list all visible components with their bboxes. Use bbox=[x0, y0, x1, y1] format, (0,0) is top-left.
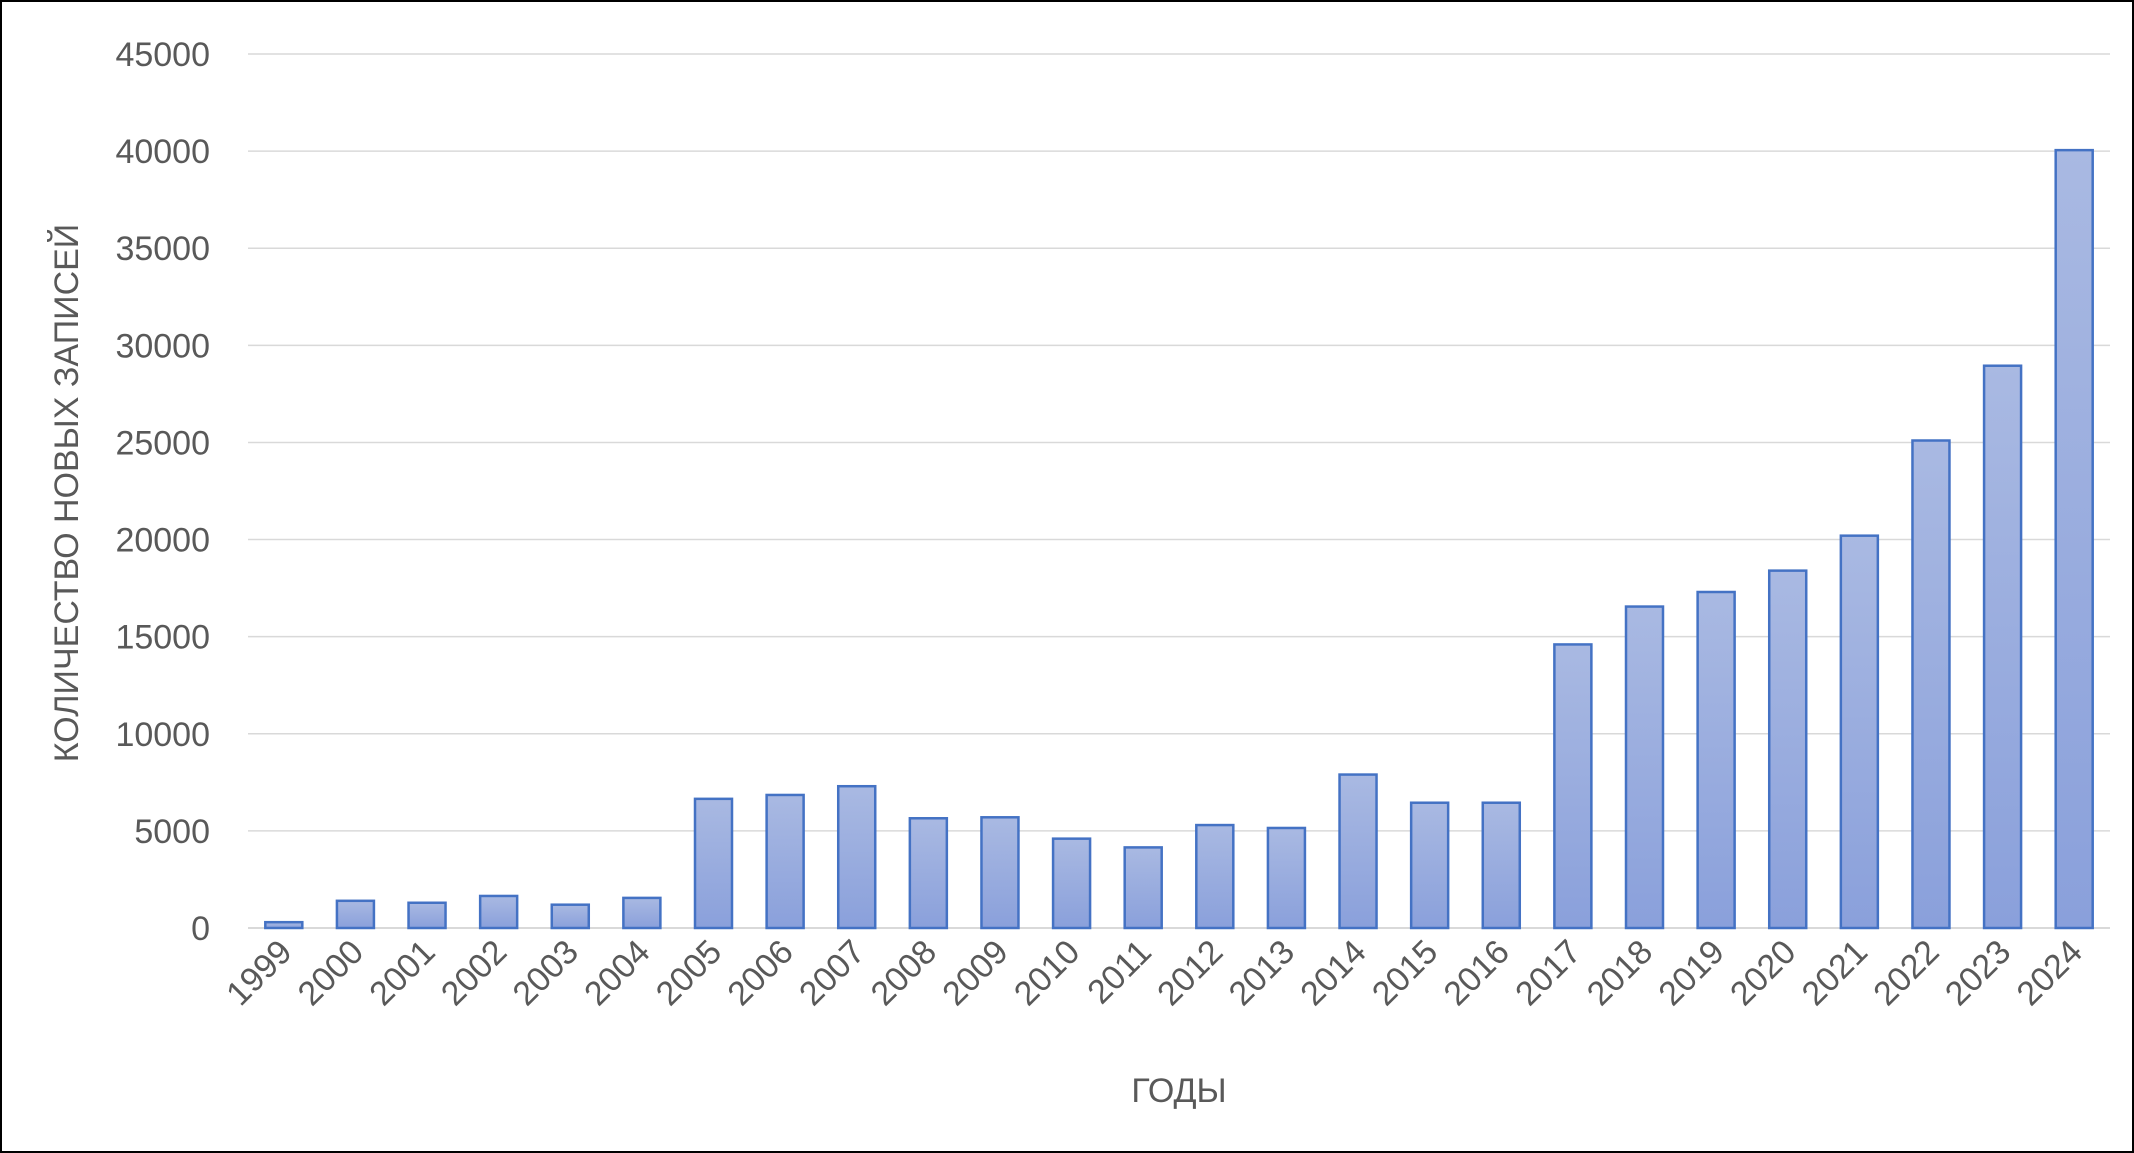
y-axis-title: КОЛИЧЕСТВО НОВЫХ ЗАПИСЕЙ bbox=[48, 224, 86, 763]
x-axis-title: ГОДЫ bbox=[1131, 1072, 1226, 1110]
x-tick-label: 2008 bbox=[864, 933, 944, 1013]
x-tick-label: 2014 bbox=[1293, 933, 1373, 1013]
x-tick-label: 2024 bbox=[2009, 933, 2089, 1013]
x-tick-label: 2022 bbox=[1866, 933, 1946, 1013]
y-tick-label: 15000 bbox=[115, 619, 210, 657]
x-tick-label: 2006 bbox=[720, 933, 800, 1013]
bar-2011 bbox=[1123, 846, 1163, 930]
bar-2020 bbox=[1767, 569, 1808, 930]
bar-2008 bbox=[908, 817, 949, 930]
x-tick-label: 2009 bbox=[935, 933, 1015, 1013]
bar-2001 bbox=[407, 901, 447, 930]
x-tick-label: 2011 bbox=[1080, 933, 1159, 1012]
x-tick-label: 2021 bbox=[1795, 933, 1875, 1013]
y-tick-label: 45000 bbox=[115, 36, 210, 74]
bar-2012 bbox=[1195, 823, 1235, 930]
bar-1999 bbox=[264, 920, 304, 930]
y-tick-label: 30000 bbox=[115, 327, 210, 365]
bar-2017 bbox=[1553, 643, 1593, 930]
bar-2022 bbox=[1911, 439, 1951, 930]
x-tick-label: 1999 bbox=[219, 933, 299, 1013]
x-tick-label: 2005 bbox=[649, 933, 729, 1013]
y-tick-label: 25000 bbox=[115, 424, 210, 462]
bar-2006 bbox=[765, 793, 805, 930]
bar-2015 bbox=[1409, 801, 1450, 930]
x-tick-label: 2015 bbox=[1365, 933, 1445, 1013]
bar-2018 bbox=[1624, 605, 1665, 930]
bar-2003 bbox=[550, 903, 591, 930]
x-tick-label: 2013 bbox=[1222, 933, 1302, 1013]
x-tick-label: 2002 bbox=[434, 933, 514, 1013]
x-tick-label: 2012 bbox=[1150, 933, 1230, 1013]
x-tick-label: 2007 bbox=[792, 933, 872, 1013]
y-tick-label: 10000 bbox=[115, 716, 210, 754]
bar-2016 bbox=[1481, 801, 1522, 930]
bar-2013 bbox=[1266, 826, 1307, 930]
bar-2010 bbox=[1051, 837, 1092, 930]
y-tick-label: 5000 bbox=[134, 813, 210, 851]
x-tick-label: 2018 bbox=[1580, 933, 1660, 1013]
bars bbox=[264, 148, 2094, 930]
y-axis-tick-labels: 0 5000 10000 15000 20000 25000 30000 35000 40000… bbox=[115, 36, 210, 948]
x-tick-label: 2017 bbox=[1508, 933, 1588, 1013]
grid-lines bbox=[248, 53, 2110, 929]
bar-2002 bbox=[478, 894, 519, 930]
x-tick-label: 2010 bbox=[1007, 933, 1087, 1013]
bar-2021 bbox=[1839, 534, 1880, 930]
bar-2004 bbox=[622, 896, 662, 930]
bar-2024 bbox=[2054, 148, 2094, 930]
y-tick-label: 20000 bbox=[115, 522, 210, 560]
bar-2009 bbox=[980, 816, 1020, 930]
x-tick-label: 2019 bbox=[1651, 933, 1731, 1013]
x-axis-tick-labels: 1999200020012002200320042005200620072008… bbox=[219, 933, 2090, 1013]
y-tick-label: 35000 bbox=[115, 230, 210, 268]
y-tick-label: 0 bbox=[191, 910, 210, 948]
bar-2007 bbox=[836, 784, 877, 930]
x-tick-label: 2003 bbox=[506, 933, 586, 1013]
bar-2005 bbox=[693, 797, 734, 930]
x-tick-label: 2000 bbox=[291, 933, 371, 1013]
bar-2019 bbox=[1696, 590, 1736, 930]
x-tick-label: 2020 bbox=[1723, 933, 1803, 1013]
y-tick-label: 40000 bbox=[115, 133, 210, 171]
bar-2023 bbox=[1982, 364, 2023, 930]
x-tick-label: 2016 bbox=[1437, 933, 1517, 1013]
x-tick-label: 2001 bbox=[362, 933, 442, 1013]
bar-2014 bbox=[1338, 773, 1378, 930]
x-tick-label: 2023 bbox=[1938, 933, 2018, 1013]
x-tick-label: 2004 bbox=[577, 933, 657, 1013]
bar-2000 bbox=[335, 899, 376, 930]
